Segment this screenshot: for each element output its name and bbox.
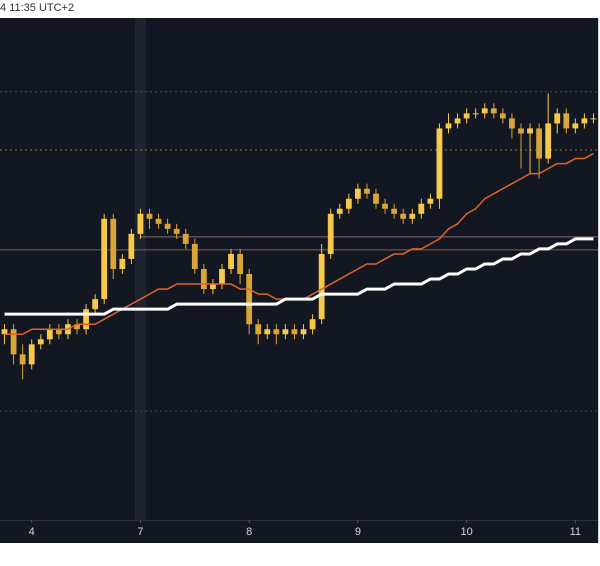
candle-body — [354, 188, 361, 199]
chart-layer: 4 7 8 9 10 11 — [0, 18, 598, 538]
x-tick-label: 4 — [29, 526, 35, 538]
moving-average — [4, 237, 594, 316]
candle-body — [92, 299, 99, 310]
candle-body — [318, 253, 325, 320]
candle-body — [110, 218, 117, 269]
candle-body — [210, 284, 216, 290]
plot-area — [0, 18, 598, 543]
candle-body — [55, 329, 62, 335]
candle-body — [427, 198, 434, 204]
candle-body — [373, 193, 379, 204]
candle-body — [436, 128, 443, 199]
candle-body — [590, 118, 597, 120]
candle-body — [345, 198, 352, 209]
candle-body — [382, 203, 388, 209]
timestamp: 4 11:35 UTC+2 — [0, 2, 74, 14]
candle-body — [472, 113, 479, 115]
candle-body — [409, 213, 416, 219]
candle-body — [255, 324, 262, 335]
candle-body — [490, 108, 497, 114]
candle-body — [219, 269, 225, 285]
candle-body — [536, 128, 543, 159]
candle-body — [454, 118, 461, 124]
candle-body — [364, 188, 370, 194]
candle-body — [418, 203, 425, 214]
candle-body — [137, 213, 144, 234]
candle-body — [499, 113, 506, 119]
candle-body — [164, 223, 171, 229]
candle-body — [237, 253, 244, 275]
x-tick-label: 10 — [460, 526, 472, 538]
candle-body — [191, 243, 198, 269]
candle-body — [509, 118, 515, 129]
candle-body — [445, 123, 452, 129]
x-tick-label: 11 — [570, 526, 581, 538]
candle-body — [200, 269, 207, 290]
candle-body — [83, 309, 89, 330]
candle-body — [563, 113, 570, 129]
candle-body — [19, 354, 26, 365]
candle-body — [228, 253, 234, 269]
candle-body — [291, 329, 298, 335]
candle-body — [1, 329, 8, 335]
candle-body — [119, 258, 126, 269]
candle-body — [336, 208, 343, 214]
candle-body — [300, 329, 307, 335]
candle-body — [128, 233, 135, 259]
x-tick-label: 8 — [246, 526, 252, 538]
candle-body — [545, 123, 552, 159]
candle-body — [46, 329, 53, 340]
candle-body — [37, 339, 44, 345]
highlight-column — [135, 18, 146, 520]
candle-body — [327, 213, 334, 254]
candle-body — [581, 118, 588, 124]
candle-body — [74, 324, 80, 330]
candle-body — [400, 213, 407, 219]
candle-body — [481, 108, 488, 114]
candle-body — [572, 123, 579, 129]
candle-body — [518, 128, 524, 134]
candle-body — [182, 233, 189, 244]
candle-body — [463, 113, 470, 119]
x-tick-label: 9 — [355, 526, 361, 538]
candle-body — [282, 329, 289, 335]
candle-body — [391, 208, 398, 214]
candle-body — [527, 128, 533, 134]
candle-body — [246, 274, 253, 325]
candle-body — [264, 329, 271, 335]
candle-body — [146, 213, 153, 219]
candle-body — [273, 329, 280, 335]
candle-body — [10, 329, 17, 355]
candle-body — [28, 344, 35, 365]
candle-body — [309, 319, 316, 330]
x-tick-label: 7 — [137, 526, 143, 538]
candle-body — [554, 113, 561, 124]
candle-body — [155, 218, 162, 224]
candle-body — [173, 228, 180, 234]
candle-body — [101, 218, 108, 300]
